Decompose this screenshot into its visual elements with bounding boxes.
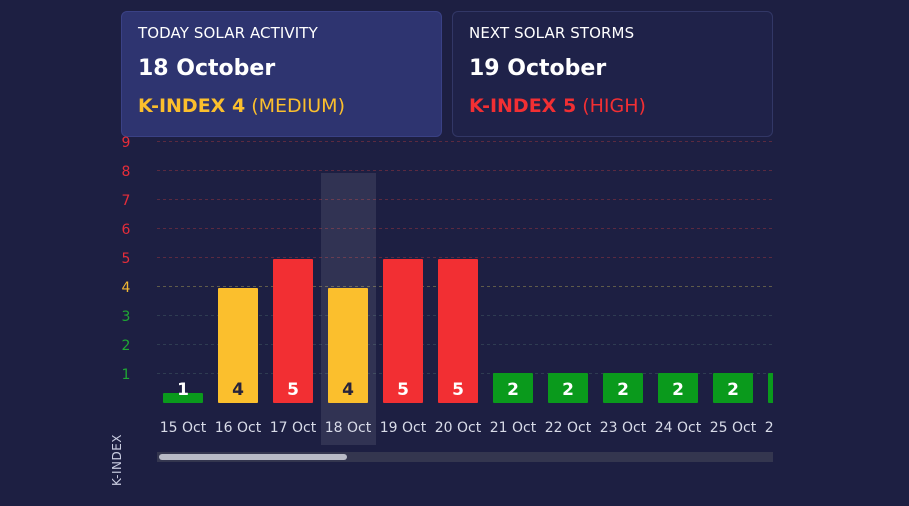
bar[interactable]: [768, 373, 808, 403]
next-date: 19 October: [469, 56, 607, 81]
today-kindex-value: K-INDEX 4: [138, 95, 246, 117]
bar-value-label: 2: [672, 380, 684, 400]
today-activity-card: TODAY SOLAR ACTIVITY 18 October K-INDEX …: [121, 11, 442, 137]
y-axis-ticks: 1 2 3 4 5 6 7 8 9: [122, 135, 131, 383]
next-storms-card: NEXT SOLAR STORMS 19 October K-INDEX 5 (…: [452, 11, 773, 137]
bar-value-label: 1: [177, 380, 189, 400]
bar-value-label: 2: [617, 380, 629, 400]
bar[interactable]: [658, 373, 698, 403]
bar[interactable]: [328, 288, 368, 403]
next-kindex-line: K-INDEX 5 (HIGH): [469, 95, 756, 117]
next-kindex-level: (HIGH): [582, 95, 646, 117]
bar[interactable]: [713, 373, 753, 403]
x-tick-label: 17 Oct: [270, 420, 317, 436]
bar[interactable]: [603, 373, 643, 403]
y-tick-label: 5: [122, 251, 131, 267]
x-tick-label: 26 Oct: [765, 420, 812, 436]
chart-scrollbar[interactable]: [157, 452, 773, 462]
x-tick-label: 23 Oct: [600, 420, 647, 436]
plot-area: 1 4 5 4 5 5 2 2 2 2 2 2 15 Oct 16 Oct 17 Oct 18 Oct 19 …: [160, 173, 812, 445]
bar-value-label: 4: [232, 380, 244, 400]
bar-value-label: 2: [507, 380, 519, 400]
x-axis-ticks: 15 Oct 16 Oct 17 Oct 18 Oct 19 Oct 20 Oct 21 O…: [160, 420, 812, 436]
x-tick-label: 16 Oct: [215, 420, 262, 436]
y-tick-label: 9: [122, 135, 131, 151]
y-tick-label: 1: [122, 367, 131, 383]
bar-value-label: 5: [397, 380, 409, 400]
x-tick-label: 25 Oct: [710, 420, 757, 436]
today-heading: TODAY SOLAR ACTIVITY: [138, 24, 318, 42]
bar-value-label: 5: [287, 380, 299, 400]
bar[interactable]: [438, 259, 478, 403]
y-tick-label: 6: [122, 222, 131, 238]
today-kindex-level: (MEDIUM): [251, 95, 345, 117]
bar[interactable]: [273, 259, 313, 403]
x-tick-label: 21 Oct: [490, 420, 537, 436]
y-tick-label: 8: [122, 164, 131, 180]
bar[interactable]: [493, 373, 533, 403]
today-kindex-line: K-INDEX 4 (MEDIUM): [138, 95, 425, 117]
y-tick-label: 2: [122, 338, 131, 354]
x-tick-label: 24 Oct: [655, 420, 702, 436]
y-axis-label: K-INDEX: [110, 434, 142, 488]
x-tick-label: 22 Oct: [545, 420, 592, 436]
bar-value-label: 2: [562, 380, 574, 400]
bar-value-label: 4: [342, 380, 354, 400]
next-kindex-value: K-INDEX 5: [469, 95, 577, 117]
x-tick-label: 19 Oct: [380, 420, 427, 436]
bar-value-label: 5: [452, 380, 464, 400]
today-date: 18 October: [138, 56, 276, 81]
x-tick-label: 15 Oct: [160, 420, 207, 436]
x-tick-label: 20 Oct: [435, 420, 482, 436]
bar[interactable]: [383, 259, 423, 403]
bar-value-label: 2: [782, 380, 794, 400]
bar[interactable]: [548, 373, 588, 403]
y-axis-label-text: K-INDEX: [110, 434, 124, 486]
chart-scrollbar-thumb[interactable]: [159, 454, 347, 460]
next-heading: NEXT SOLAR STORMS: [469, 24, 635, 42]
bars: 1 4 5 4 5 5 2 2 2 2 2 2: [163, 259, 808, 403]
y-tick-label: 7: [122, 193, 131, 209]
y-tick-label: 3: [122, 309, 131, 325]
bar[interactable]: [218, 288, 258, 403]
bar-value-label: 2: [727, 380, 739, 400]
x-tick-label: 18 Oct: [325, 420, 372, 436]
bar[interactable]: [163, 393, 203, 403]
y-tick-label: 4: [122, 280, 131, 296]
